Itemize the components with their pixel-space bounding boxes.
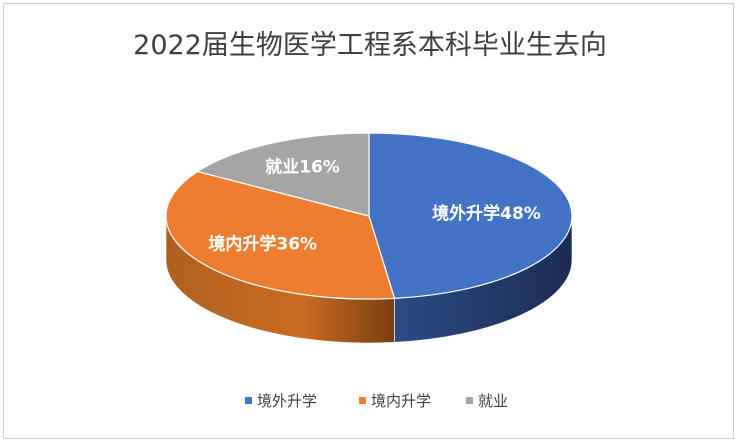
pie-slice-2[interactable] xyxy=(197,132,370,217)
legend-label-2: 就业 xyxy=(478,392,508,410)
pie-slice-0[interactable] xyxy=(368,132,573,299)
legend: 境外升学 境内升学 就业 xyxy=(245,392,508,410)
chart-area: 2022届生物医学工程系本科毕业生去向 境外升学48% 境内升学36% 就业16% … xyxy=(3,3,734,439)
data-label-1: 境内升学36% xyxy=(208,234,317,255)
legend-swatch-1 xyxy=(359,397,366,404)
legend-item-2[interactable]: 就业 xyxy=(466,392,508,410)
data-label-0: 境外升学48% xyxy=(432,203,541,224)
pie-slice-1[interactable] xyxy=(165,170,396,300)
pie-chart: 2022届生物医学工程系本科毕业生去向 境外升学48%境内升学36%就业16% … xyxy=(133,30,607,410)
chart-title: 2022届生物医学工程系本科毕业生去向 xyxy=(133,30,607,61)
slice-labels: 境外升学48% 境内升学36% 就业16% xyxy=(208,157,540,255)
data-label-2: 就业16% xyxy=(265,157,340,178)
legend-item-0[interactable]: 境外升学 xyxy=(245,392,317,410)
legend-label-1: 境内升学 xyxy=(371,392,431,410)
legend-label-0: 境外升学 xyxy=(257,392,317,410)
pie-slices xyxy=(165,132,573,300)
legend-item-1[interactable]: 境内升学 xyxy=(359,392,431,410)
legend-swatch-0 xyxy=(245,397,252,404)
legend-swatch-2 xyxy=(466,397,473,404)
